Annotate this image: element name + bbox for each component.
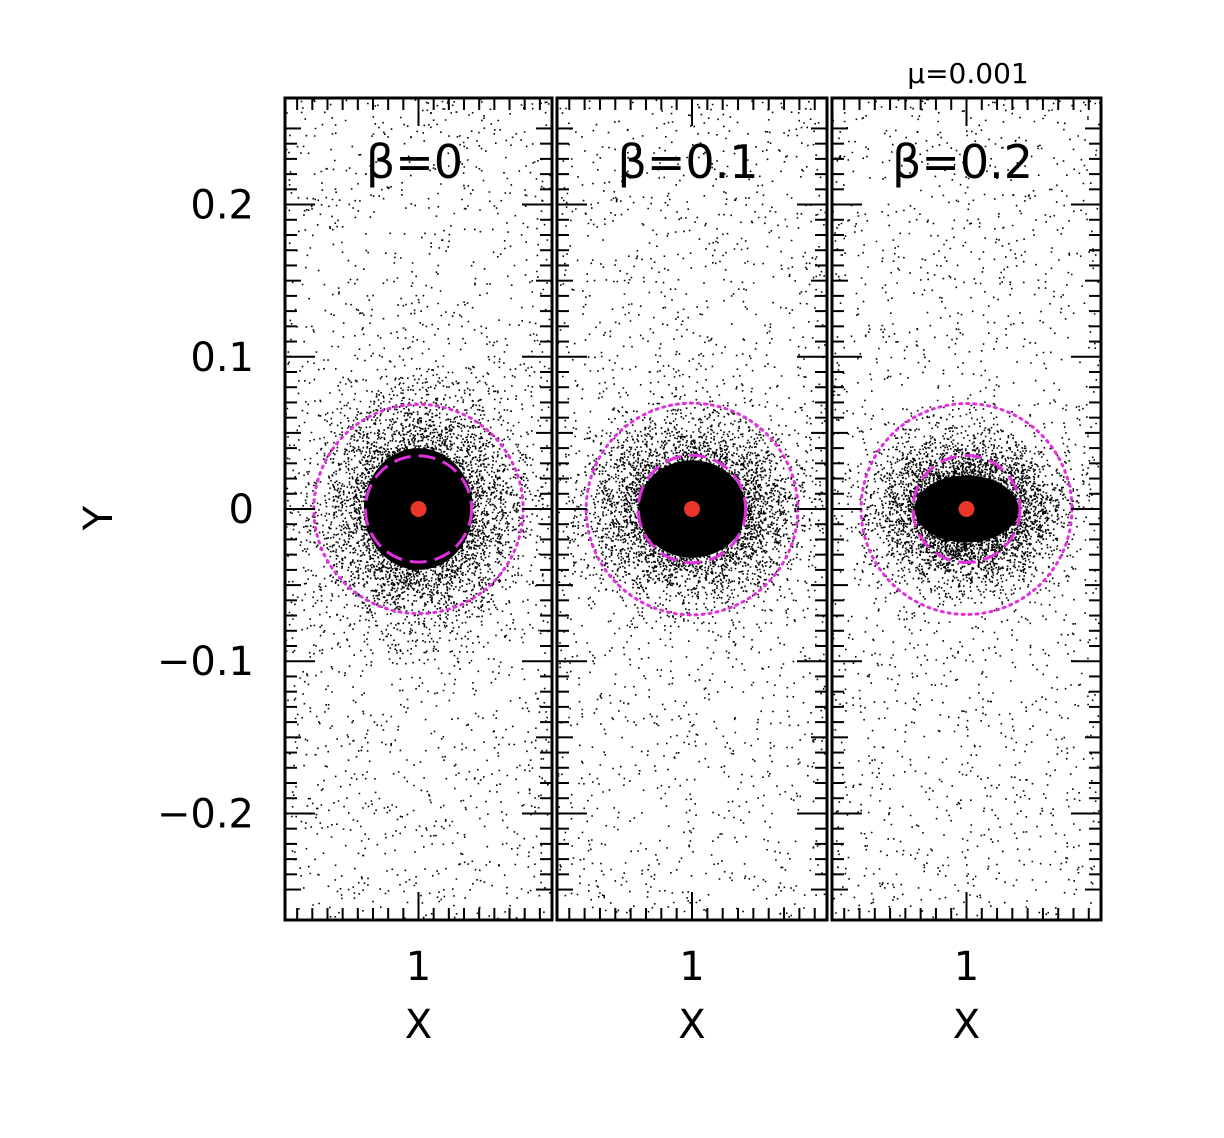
y-tick-label: −0.2 <box>157 791 254 837</box>
panel-3: β=0.2 1 X <box>830 96 1103 1048</box>
y-tick-label: 0.2 <box>190 183 254 229</box>
dashed-circle <box>636 453 748 565</box>
x-axis-title: X <box>953 1002 980 1048</box>
x-tick-label: 1 <box>954 944 979 990</box>
x-tick-label: 1 <box>679 944 704 990</box>
panels: β=0 1 Xβ=0.1 1 Xβ=0.2 1 X <box>283 96 1103 1048</box>
panel-label: β=0.1 <box>617 135 758 189</box>
y-tick-label: −0.1 <box>157 639 254 685</box>
planet-marker <box>958 501 975 517</box>
y-axis-title: Y <box>76 505 122 531</box>
x-tick-label: 1 <box>406 944 431 990</box>
dashed-circle <box>363 454 474 564</box>
panel-2: β=0.1 1 X <box>555 96 829 1048</box>
panel-label: β=0 <box>366 135 463 189</box>
dashed-circle <box>911 454 1022 564</box>
y-tick-labels: 0.2 0.1 0 −0.1 −0.2 <box>157 183 254 838</box>
planet-marker <box>410 501 427 517</box>
x-axis-title: X <box>678 1002 705 1048</box>
y-tick-label: 0.1 <box>190 335 254 381</box>
mu-label: μ=0.001 <box>907 57 1028 90</box>
panel-1: β=0 1 X <box>283 96 554 1048</box>
y-tick-label: 0 <box>229 487 254 533</box>
x-axis-title: X <box>405 1002 432 1048</box>
planet-marker <box>684 501 700 517</box>
panel-label: β=0.2 <box>892 135 1033 189</box>
